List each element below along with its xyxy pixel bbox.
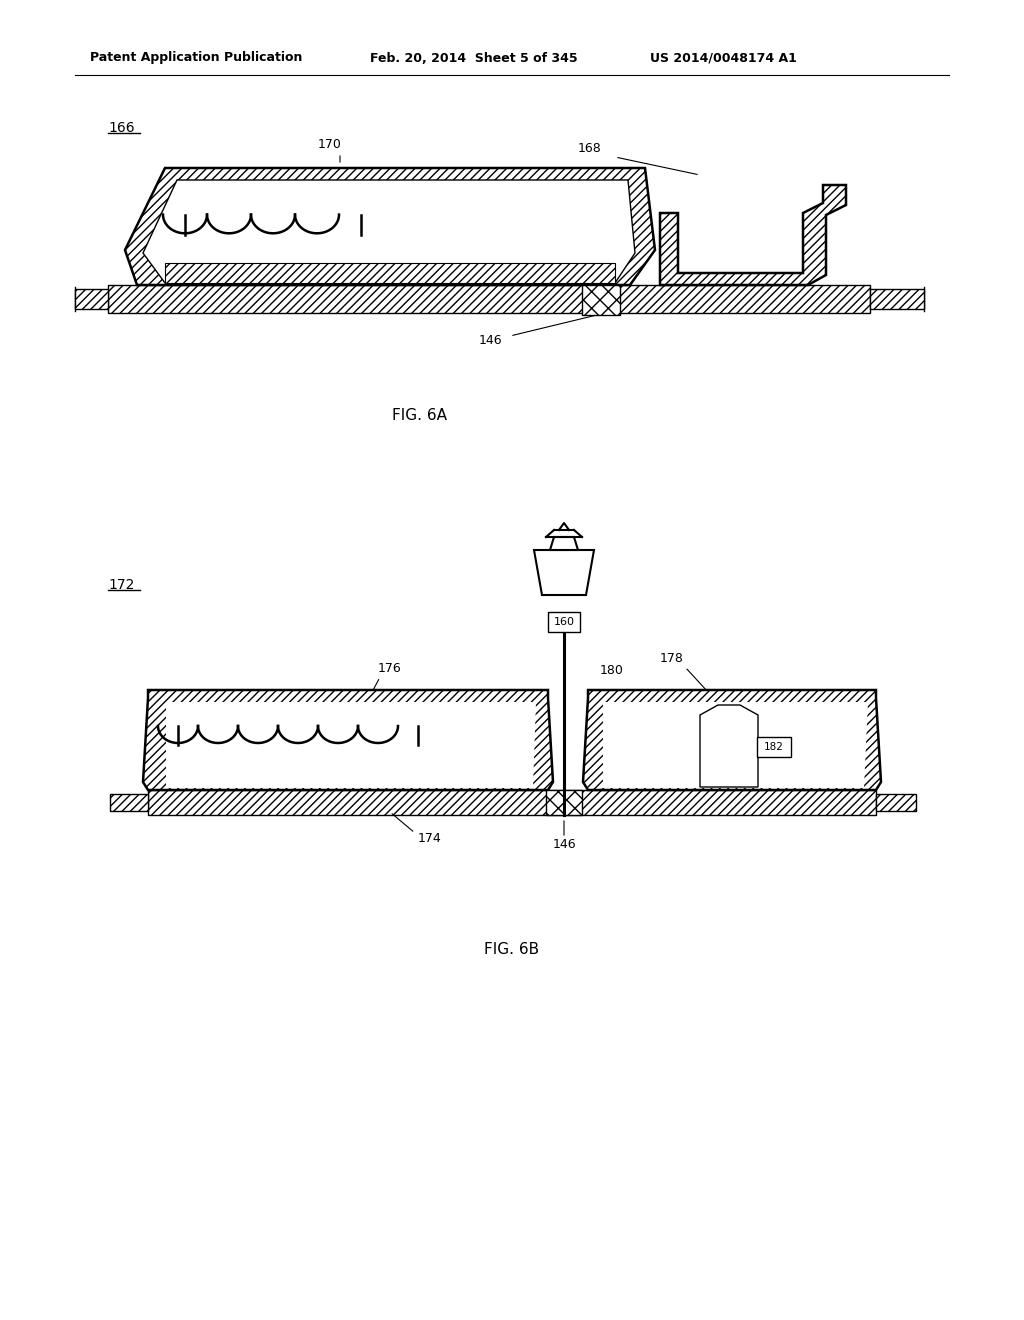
Text: 168: 168 — [579, 141, 602, 154]
Polygon shape — [876, 795, 916, 810]
Text: FIG. 6B: FIG. 6B — [484, 942, 540, 957]
Text: US 2014/0048174 A1: US 2014/0048174 A1 — [650, 51, 797, 65]
Text: 172: 172 — [108, 578, 134, 591]
Text: FIG. 6A: FIG. 6A — [392, 408, 447, 422]
Text: 182: 182 — [764, 742, 784, 752]
Text: 160: 160 — [554, 616, 574, 627]
Polygon shape — [546, 789, 582, 814]
Polygon shape — [165, 263, 615, 282]
Text: 180: 180 — [600, 664, 624, 676]
Text: Patent Application Publication: Patent Application Publication — [90, 51, 302, 65]
Text: 178: 178 — [660, 652, 684, 664]
FancyBboxPatch shape — [548, 612, 580, 632]
Polygon shape — [700, 705, 758, 787]
Text: 170: 170 — [318, 139, 342, 152]
Text: 174: 174 — [418, 832, 442, 845]
Text: 146: 146 — [478, 334, 502, 346]
FancyBboxPatch shape — [757, 737, 791, 756]
Polygon shape — [583, 690, 881, 789]
Polygon shape — [108, 285, 870, 313]
Polygon shape — [125, 168, 655, 285]
Polygon shape — [603, 702, 868, 788]
Text: 176: 176 — [378, 661, 401, 675]
Text: Feb. 20, 2014  Sheet 5 of 345: Feb. 20, 2014 Sheet 5 of 345 — [370, 51, 578, 65]
Polygon shape — [75, 289, 108, 309]
Polygon shape — [143, 690, 553, 789]
Polygon shape — [110, 795, 148, 810]
Polygon shape — [148, 789, 876, 814]
Polygon shape — [582, 285, 620, 315]
Polygon shape — [143, 180, 635, 282]
Polygon shape — [534, 550, 594, 595]
Polygon shape — [550, 537, 578, 550]
Polygon shape — [166, 702, 536, 788]
Text: 166: 166 — [108, 121, 134, 135]
Text: 146: 146 — [552, 838, 575, 851]
Polygon shape — [870, 289, 924, 309]
Polygon shape — [660, 185, 846, 285]
